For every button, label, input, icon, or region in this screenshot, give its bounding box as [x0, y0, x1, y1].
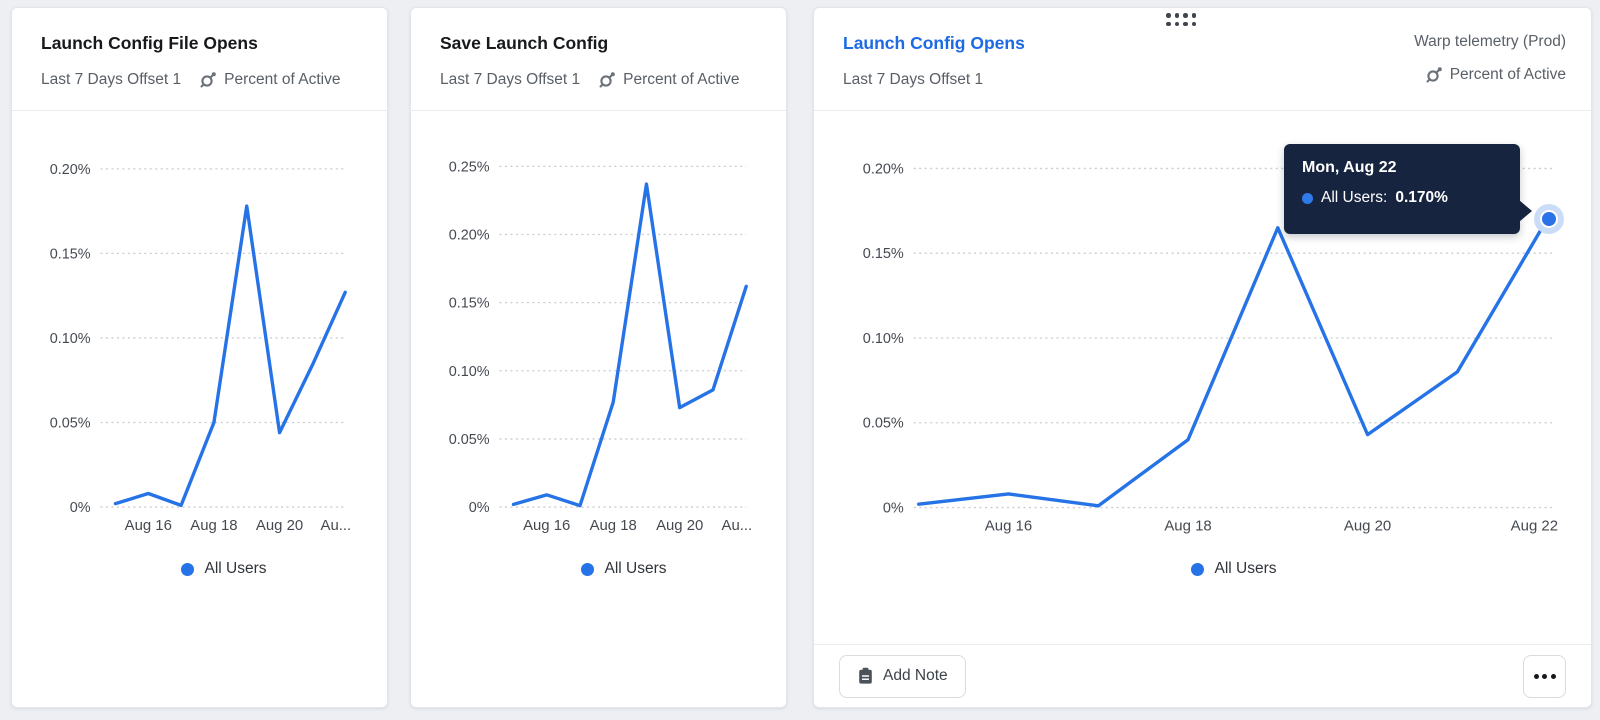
date-range-label: Last 7 Days Offset 1 [41, 71, 182, 88]
svg-text:Aug 18: Aug 18 [590, 517, 637, 534]
svg-text:Aug 16: Aug 16 [125, 517, 172, 534]
ellipsis-icon [1533, 673, 1539, 679]
chart-title-link[interactable]: Launch Config File Opens [41, 33, 258, 53]
metric-type: Percent of Active [1425, 66, 1566, 84]
svg-text:0.20%: 0.20% [449, 227, 490, 243]
metric-type-label: Percent of Active [623, 71, 740, 88]
svg-text:Aug 20: Aug 20 [656, 517, 703, 534]
svg-text:0.15%: 0.15% [50, 246, 91, 262]
metric-type-label: Percent of Active [224, 71, 341, 88]
svg-text:0.15%: 0.15% [863, 246, 904, 262]
svg-text:Aug 16: Aug 16 [985, 517, 1032, 534]
legend-color-dot [581, 562, 595, 576]
legend-color-dot [1191, 562, 1205, 576]
legend-item-all-users[interactable]: All Users [914, 556, 1554, 582]
percent-of-active-icon [599, 72, 615, 88]
svg-text:Aug 20: Aug 20 [1344, 517, 1391, 534]
metric-type-label: Percent of Active [1449, 66, 1566, 83]
svg-text:Aug 16: Aug 16 [523, 517, 570, 534]
line-chart-canvas[interactable]: 0% 0.05% 0.10% 0.15% 0.20% Aug 16 Aug 18 Aug 20… [12, 112, 387, 548]
add-note-label: Add Note [883, 667, 948, 684]
svg-text:0.05%: 0.05% [449, 432, 490, 448]
card-header: Launch Config File Opens Last 7 Days Off… [12, 8, 387, 111]
tooltip-series-label: All Users: [1321, 189, 1388, 206]
line-chart-canvas[interactable]: 0% 0.05% 0.10% 0.15% 0.20% Aug 16 Aug 18 Aug 20… [814, 112, 1591, 548]
card-header: Save Launch Config Last 7 Days Offset 1 … [411, 8, 786, 111]
card-header: Launch Config Opens Last 7 Days Offset 1… [814, 8, 1591, 111]
chart-card-launch-config-file-opens: Launch Config File Opens Last 7 Days Off… [11, 7, 388, 708]
svg-text:0.05%: 0.05% [863, 416, 904, 432]
legend-color-dot [181, 562, 195, 576]
line-chart-canvas[interactable]: 0% 0.05% 0.10% 0.15% 0.20% 0.25% Aug 16 Aug 18 A… [411, 112, 786, 548]
add-note-button[interactable]: Add Note [839, 654, 966, 698]
legend-item-all-users[interactable]: All Users [101, 556, 347, 582]
svg-text:0.10%: 0.10% [863, 331, 904, 347]
svg-text:0%: 0% [70, 500, 91, 516]
tooltip-series-dot [1302, 192, 1313, 204]
metric-type: Percent of Active [199, 71, 340, 89]
svg-text:0.05%: 0.05% [50, 415, 91, 431]
svg-text:Aug 18: Aug 18 [190, 517, 237, 534]
clipboard-icon [859, 667, 872, 684]
percent-of-active-icon [1426, 67, 1442, 83]
data-source-label: Warp telemetry (Prod) [1414, 33, 1566, 50]
chart-card-launch-config-opens: Launch Config Opens Last 7 Days Offset 1… [813, 7, 1592, 708]
date-range-label: Last 7 Days Offset 1 [440, 71, 581, 88]
svg-text:Au...: Au... [722, 517, 753, 534]
svg-text:0.20%: 0.20% [50, 162, 91, 178]
drag-handle-icon[interactable] [1166, 13, 1197, 26]
card-footer: Add Note [814, 644, 1591, 707]
tooltip-date: Mon, Aug 22 [1302, 159, 1397, 176]
svg-text:0.20%: 0.20% [863, 161, 904, 177]
svg-text:0%: 0% [469, 500, 490, 516]
date-range-label: Last 7 Days Offset 1 [843, 71, 984, 88]
chart-title-link[interactable]: Save Launch Config [440, 33, 609, 53]
chart-card-save-launch-config: Save Launch Config Last 7 Days Offset 1 … [410, 7, 787, 708]
chart-title-link[interactable]: Launch Config Opens [843, 33, 1025, 53]
svg-text:0.15%: 0.15% [449, 296, 490, 312]
svg-text:0.25%: 0.25% [449, 159, 490, 175]
more-options-button[interactable] [1523, 654, 1566, 698]
svg-text:Aug 18: Aug 18 [1164, 517, 1211, 534]
legend-item-all-users[interactable]: All Users [500, 556, 748, 582]
svg-text:0.10%: 0.10% [449, 364, 490, 380]
tooltip-value: 0.170% [1395, 189, 1448, 206]
svg-text:Aug 22: Aug 22 [1511, 517, 1558, 534]
svg-text:Au...: Au... [321, 517, 352, 534]
percent-of-active-icon [200, 72, 216, 88]
highlighted-data-point [1534, 204, 1564, 234]
metric-type: Percent of Active [598, 71, 739, 89]
svg-text:Aug 20: Aug 20 [256, 517, 303, 534]
svg-text:0.10%: 0.10% [50, 331, 91, 347]
chart-tooltip: Mon, Aug 22 All Users: 0.170% [1284, 144, 1532, 234]
svg-text:0%: 0% [883, 501, 904, 517]
